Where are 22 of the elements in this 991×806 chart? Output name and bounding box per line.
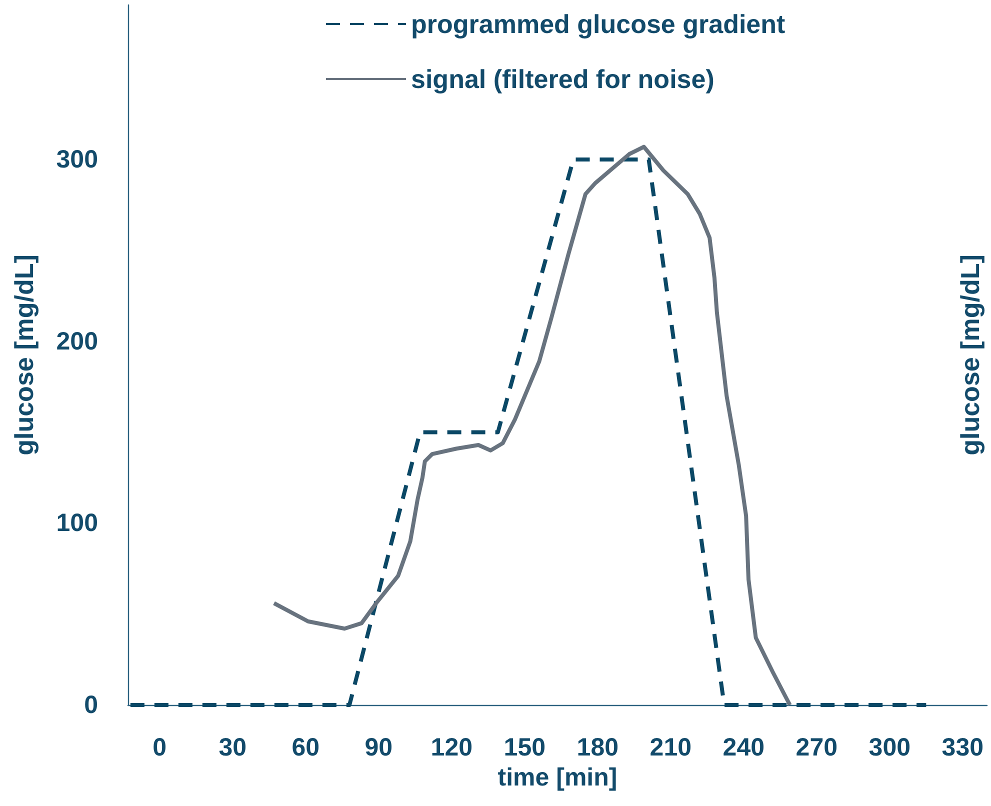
x-axis-title: time [min] bbox=[498, 764, 618, 792]
legend-label: signal (filtered for noise) bbox=[411, 64, 714, 94]
x-tick-label: 240 bbox=[722, 734, 765, 762]
x-tick-label: 210 bbox=[650, 734, 692, 762]
x-tick-label: 330 bbox=[942, 734, 984, 762]
x-tick-label: 60 bbox=[292, 734, 320, 762]
x-tick-label: 180 bbox=[576, 734, 619, 762]
y-tick-label: 300 bbox=[56, 146, 98, 174]
x-tick-label: 270 bbox=[796, 734, 838, 762]
x-tick-label: 300 bbox=[868, 734, 911, 762]
x-tick-label: 30 bbox=[218, 734, 247, 762]
y-tick-label: 200 bbox=[56, 327, 98, 356]
y2-axis-title: glucose [mg/dL] bbox=[955, 254, 985, 456]
legend-label: programmed glucose gradient bbox=[411, 9, 786, 39]
line-series bbox=[272, 144, 792, 707]
x-tick-label: 120 bbox=[430, 734, 473, 762]
y-tick-label: 0 bbox=[84, 691, 98, 719]
x-tick-label: 150 bbox=[504, 734, 546, 762]
y-axis-title: glucose [mg/dL] bbox=[9, 254, 39, 456]
x-tick-label: 0 bbox=[152, 734, 167, 762]
y-tick-label: 100 bbox=[56, 509, 98, 538]
x-tick-label: 90 bbox=[364, 734, 393, 762]
